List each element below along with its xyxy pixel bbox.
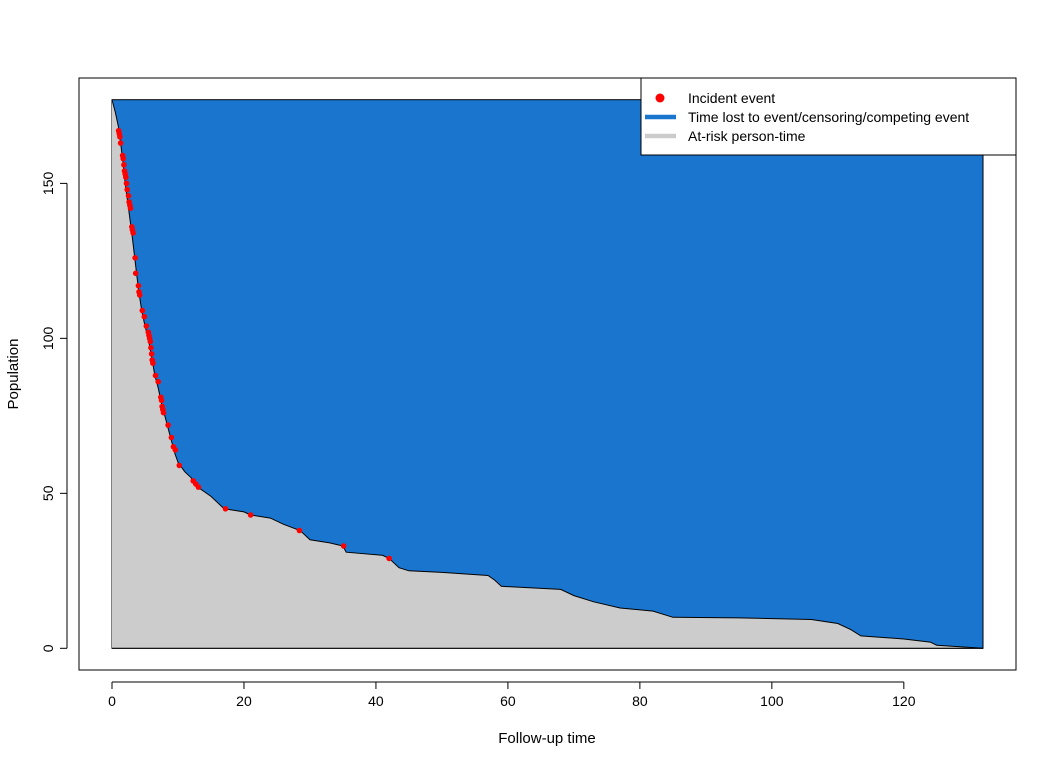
at-risk-area (111, 99, 984, 649)
y-tick-label: 100 (40, 327, 56, 351)
incident-event-point (125, 193, 132, 199)
incident-event-point (132, 270, 139, 277)
incident-event-point (121, 162, 127, 168)
incident-event-point (127, 205, 134, 211)
incident-event-point (158, 397, 165, 404)
incident-event-point (386, 555, 392, 562)
x-tick-label: 40 (368, 693, 384, 709)
x-tick-label: 100 (760, 693, 784, 709)
incident-event-point (160, 409, 167, 416)
x-tick-label: 0 (108, 693, 116, 709)
y-tick-label: 50 (40, 485, 56, 501)
legend-label: At-risk person-time (688, 128, 806, 144)
incident-event-point (123, 174, 129, 180)
legend-box (640, 77, 1017, 156)
incident-event-point (123, 180, 130, 187)
axes: 0 20 40 60 80 100 120 0 50 100 150 (40, 172, 916, 709)
incident-event-point (296, 527, 303, 534)
incident-event-point (148, 351, 155, 357)
at-risk-curve (111, 99, 984, 649)
incident-event-point (168, 434, 175, 441)
incident-event-point (147, 338, 154, 345)
incident-event-point (172, 447, 179, 453)
incident-event-point (117, 140, 124, 146)
incident-event-point (141, 313, 148, 320)
x-tick-label: 80 (632, 693, 648, 709)
y-tick-label: 150 (40, 172, 56, 196)
incident-event-point (120, 155, 126, 162)
y-tick-label: 0 (40, 644, 56, 652)
incident-event-point (247, 512, 254, 518)
incident-event-point (152, 372, 159, 379)
incident-event-point (155, 378, 161, 385)
incident-event-point (222, 506, 229, 512)
incident-event-point (124, 186, 130, 193)
legend-label: Incident event (688, 90, 775, 106)
legend-label: Time lost to event/censoring/competing e… (688, 109, 969, 125)
x-tick-label: 120 (892, 693, 916, 709)
incident-event-point (143, 323, 150, 329)
incident-event-point (130, 230, 136, 236)
plot-area (111, 99, 984, 649)
incident-event-point (117, 134, 123, 140)
incident-event-point (150, 360, 156, 367)
x-axis-label: Follow-up time (498, 730, 596, 747)
y-axis-label: Population (5, 339, 22, 410)
x-tick-label: 60 (500, 693, 516, 709)
legend-point-symbol (655, 93, 665, 103)
incident-event-point (148, 344, 154, 351)
plot-box (78, 77, 1017, 671)
legend: Incident event Time lost to event/censori… (640, 77, 1017, 156)
incident-event-point (136, 292, 143, 298)
incident-event-point (195, 484, 202, 490)
incident-event-point (135, 282, 142, 289)
incident-event-point (340, 543, 347, 549)
incident-event-point (139, 307, 146, 314)
incident-event-point (165, 422, 171, 428)
incident-event-point (132, 254, 138, 261)
incident-event-point (176, 462, 183, 469)
x-tick-label: 20 (236, 693, 252, 709)
